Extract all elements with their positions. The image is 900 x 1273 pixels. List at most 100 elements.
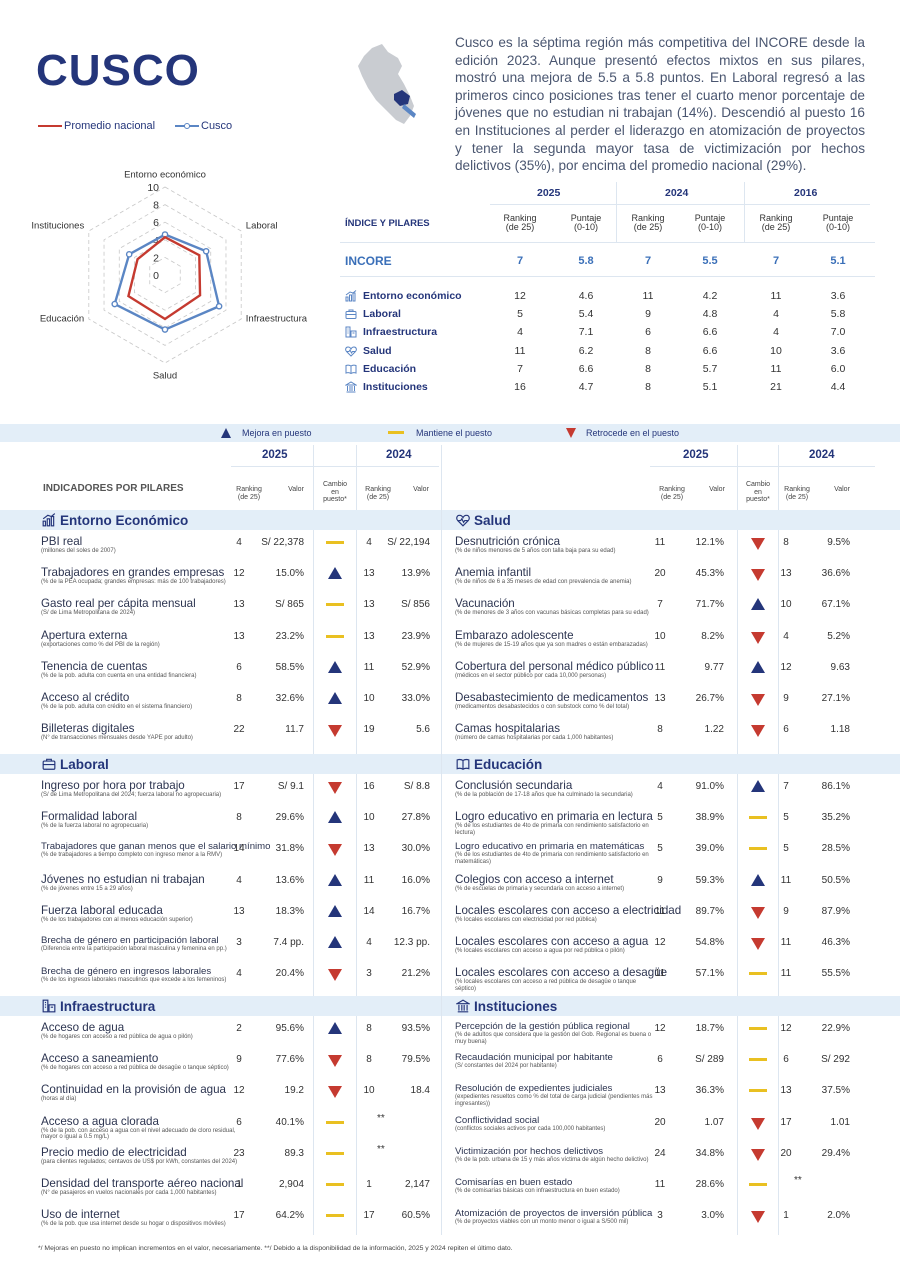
ranking-2024: 3 — [366, 968, 372, 980]
ranking-2025: 9 — [657, 874, 663, 886]
value-2024: 29.4% — [821, 1147, 850, 1159]
dash-icon — [749, 1183, 767, 1186]
indicator-name: Victimización por hechos delictivos — [455, 1145, 604, 1157]
summary-cell: 3.6 — [830, 290, 846, 302]
summary-cell: 3.6 — [830, 344, 846, 357]
indicator-description: (% de los trabajadores con al menos educ… — [41, 916, 193, 923]
ranking-2024: 19 — [363, 724, 375, 736]
value-2025: 57.1% — [695, 968, 724, 980]
summary-cell: 5.4 — [578, 308, 594, 321]
ranking-2024: 12 — [780, 1023, 792, 1034]
summary-cell: 8 — [645, 344, 651, 357]
up-triangle-icon — [751, 598, 765, 611]
value-2024: 12.3 pp. — [393, 937, 430, 948]
up-triangle-icon — [221, 428, 231, 438]
summary-cell: 8 — [645, 362, 651, 375]
indicator-description: (exportaciones como % del PBI de la regi… — [41, 641, 160, 648]
value-2025: 28.6% — [695, 1179, 724, 1190]
ranking-2025: 12 — [233, 568, 245, 580]
summary-cell: 6.6 — [578, 362, 594, 375]
radar-point-region — [125, 251, 133, 258]
ranking-2024: 9 — [783, 693, 789, 704]
indicator-name: Acceso al crédito — [41, 691, 130, 704]
radar-grid-ring — [134, 239, 196, 311]
down-triangle-icon — [328, 725, 342, 738]
indicator-row: Trabajadores en grandes empresas (% de la… — [0, 566, 900, 596]
indicator-description: (% de mujeres de 15-19 años que ya son m… — [455, 641, 648, 648]
summary-cell: 4.4 — [830, 381, 846, 393]
ranking-2024: 10 — [363, 693, 375, 704]
summary-row: Entorno económico 12 4.6 11 4.2 11 3.6 — [345, 287, 870, 305]
intro-paragraph: Cusco es la séptima región más competiti… — [455, 35, 865, 174]
ranking-2025: 13 — [233, 630, 245, 642]
dash-icon — [326, 1151, 344, 1155]
indicator-name: Desnutrición crónica — [455, 535, 561, 548]
down-triangle-icon — [751, 906, 765, 919]
ranking-2025: 12 — [654, 937, 666, 948]
indicator-description: (% locales escolares con acceso a agua p… — [455, 948, 625, 954]
indicator-description: (% de los ingresos laborales masculinos … — [41, 977, 227, 984]
summary-year-2024: 2024 — [665, 187, 689, 199]
indicator-description: (S/ de Lima Metropolitana de 2024) — [41, 610, 136, 617]
summary-row: Salud 11 6.2 8 6.6 10 3.6 — [345, 342, 870, 360]
value-2025: 58.5% — [275, 661, 304, 673]
indicator-description: (N° de pasajeros en vuelos nacionales po… — [41, 1190, 217, 1196]
ranking-2025: 11 — [654, 968, 666, 980]
summary-col-puntaje: Puntaje (0-10) — [694, 213, 726, 232]
ranking-2024: 13 — [363, 843, 375, 855]
value-2024: 55.5% — [821, 968, 850, 980]
summary-cell: 7.0 — [830, 326, 846, 339]
value-2024: 87.9% — [821, 905, 850, 917]
indicator-row: Victimización por hechos delictivos (% de… — [0, 1146, 900, 1176]
value-2024: ** — [377, 1112, 385, 1124]
indicator-name: Uso de internet — [41, 1208, 120, 1222]
summary-cell: 4.2 — [702, 290, 718, 302]
value-2025: 36.3% — [695, 1085, 724, 1097]
indicator-row: Vacunación (% de menores de 3 años con va… — [0, 597, 900, 627]
indicator-name: Embarazo adolescente — [455, 628, 574, 642]
ranking-2024: 9 — [783, 905, 789, 917]
summary-cell: 9 — [645, 308, 651, 321]
indicator-name: Densidad del transporte aéreo nacional — [41, 1177, 244, 1190]
ranking-2024: 10 — [780, 599, 792, 611]
summary-cell: 4.8 — [702, 308, 718, 321]
value-2025: S/ 9.1 — [277, 781, 304, 792]
indicator-name: Precio medio de electricidad — [41, 1145, 187, 1159]
indicator-description: (% de hogares con acceso a red pública d… — [41, 1034, 193, 1040]
indicator-name: Acceso de agua — [41, 1021, 125, 1034]
ranking-2024: 11 — [780, 937, 792, 948]
ranking-2025: 11 — [654, 661, 666, 673]
up-triangle-icon — [328, 660, 342, 673]
summary-cell: 5.7 — [702, 362, 718, 375]
value-2025: 38.9% — [695, 812, 724, 824]
divider — [441, 445, 442, 1235]
radar-point-region — [215, 302, 223, 310]
value-2025: 54.8% — [695, 937, 724, 948]
indicator-row: Ingreso por hora por trabajo (S/ de Lima … — [0, 779, 900, 809]
summary-cell: 7 — [644, 255, 652, 267]
indicator-description: (% locales escolares con electricidad po… — [455, 916, 597, 923]
divider — [356, 445, 357, 1235]
indicator-description: (% de los estudiantes de 4to de primaria… — [455, 823, 649, 836]
section-entorno-económico: Entorno Económico — [0, 510, 441, 530]
value-2024: 27.8% — [401, 812, 430, 824]
summary-cell: 10 — [770, 344, 782, 357]
ranking-2025: 20 — [654, 568, 666, 580]
section-title: Educación — [474, 756, 543, 772]
ranking-2024: 4 — [366, 537, 372, 548]
ranking-2025: 6 — [236, 1116, 242, 1128]
summary-col-puntaje: Puntaje (0-10) — [570, 213, 602, 232]
summary-cell: 7 — [517, 362, 523, 375]
up-triangle-icon — [328, 1022, 342, 1034]
value-2024: 16.0% — [401, 874, 430, 886]
indicator-name: Jóvenes no estudian ni trabajan — [41, 872, 205, 886]
radar-series-national — [127, 235, 202, 321]
summary-row: Instituciones 16 4.7 8 5.1 21 4.4 — [345, 378, 870, 396]
summary-cell: 7.1 — [578, 326, 594, 339]
value-2025: 23.2% — [275, 630, 304, 642]
dash-icon — [749, 1027, 767, 1030]
value-2024: 23.9% — [401, 630, 430, 642]
indicator-row: Uso de internet (% de la pob. que usa int… — [0, 1208, 900, 1238]
down-triangle-icon — [328, 969, 342, 982]
indicator-row: Resolución de expedientes judiciales (exp… — [0, 1083, 900, 1113]
